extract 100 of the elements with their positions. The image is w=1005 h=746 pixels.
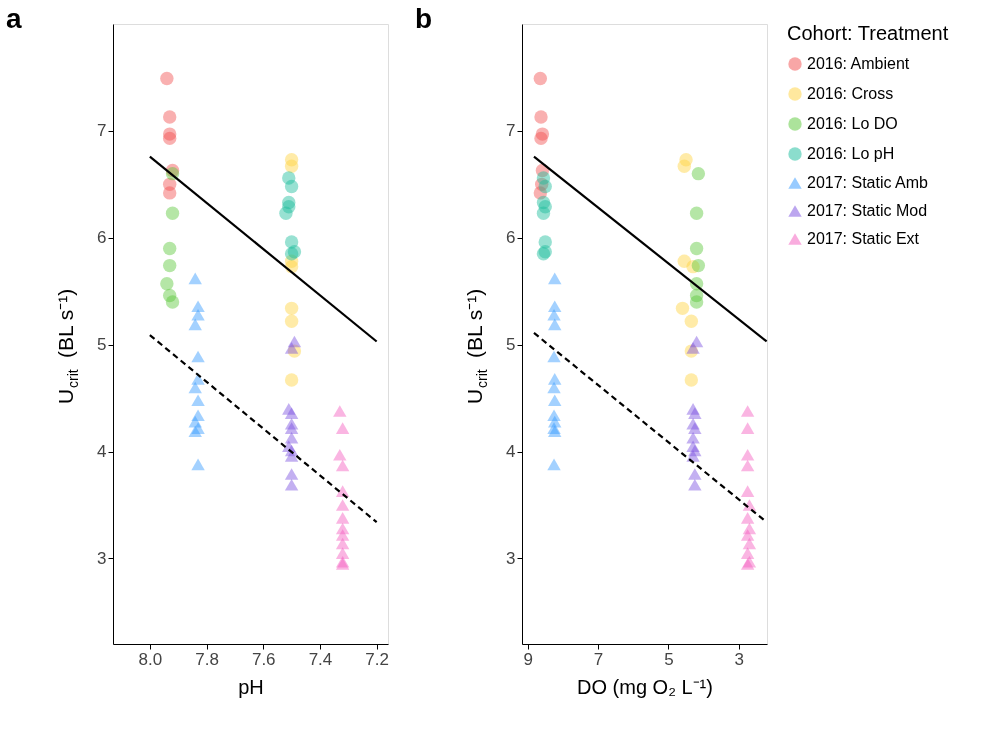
y-tick-label: 3: [97, 548, 107, 568]
point: [191, 350, 205, 363]
legend-label: 2016: Lo pH: [807, 145, 895, 162]
point: [162, 241, 177, 256]
point: [284, 342, 299, 354]
legend-label: 2016: Cross: [807, 85, 894, 102]
point: [191, 308, 205, 321]
point: [188, 272, 202, 285]
point: [284, 422, 299, 434]
legend-label: 2017: Static Ext: [807, 230, 920, 247]
point: [191, 394, 205, 407]
point: [686, 342, 700, 354]
point: [548, 300, 562, 313]
point: [534, 110, 548, 124]
legend-label: 2016: Lo DO: [807, 115, 898, 132]
point: [740, 529, 755, 541]
point: [547, 350, 561, 363]
point: [689, 206, 704, 220]
point: [188, 318, 202, 331]
y-tick-label: 6: [97, 228, 107, 248]
point: [284, 159, 299, 173]
x-axis-title: DO (mg O₂ L⁻¹): [577, 675, 713, 698]
point: [284, 431, 299, 444]
point: [548, 318, 562, 331]
point: [740, 512, 755, 524]
point: [335, 422, 350, 434]
legend-label: 2016: Ambient: [807, 55, 910, 72]
legend-label: 2017: Static Mod: [807, 202, 928, 219]
point: [335, 529, 350, 541]
point: [547, 458, 561, 471]
point: [284, 301, 299, 316]
y-tick-label: 6: [506, 228, 516, 248]
point: [335, 537, 350, 550]
x-tick-label: 7.4: [308, 649, 333, 669]
y-tick-label: 4: [97, 442, 107, 462]
point: [547, 381, 561, 394]
point: [547, 308, 561, 321]
point: [284, 314, 299, 328]
x-tick-label: 8.0: [138, 649, 163, 669]
point: [284, 179, 299, 194]
point: [188, 381, 202, 394]
point: [691, 166, 706, 181]
x-tick-label: 9: [523, 649, 533, 669]
point: [188, 425, 202, 438]
x-tick-label: 3: [734, 649, 745, 669]
chart-title: a: [6, 3, 22, 34]
point: [675, 301, 690, 316]
point: [677, 159, 691, 173]
point: [742, 537, 757, 550]
point: [536, 206, 551, 220]
point: [162, 110, 177, 124]
y-axis-title: Ucrit (BL s⁻¹): [463, 288, 490, 404]
point: [740, 448, 755, 461]
point: [534, 131, 548, 146]
point: [684, 373, 699, 387]
point: [284, 407, 299, 419]
point: [548, 425, 562, 438]
point: [284, 373, 299, 387]
point: [335, 499, 350, 511]
point: [548, 394, 562, 407]
point: [740, 485, 755, 497]
chart-title: b: [415, 3, 433, 34]
point: [162, 258, 177, 273]
point: [689, 241, 704, 256]
point: [335, 547, 350, 559]
x-tick-label: 7: [593, 649, 604, 669]
point: [691, 258, 706, 273]
y-tick-label: 5: [97, 335, 107, 355]
point: [740, 422, 755, 434]
y-tick-label: 5: [506, 335, 516, 355]
point: [160, 71, 174, 86]
point: [333, 405, 347, 417]
point: [689, 295, 704, 309]
x-axis-title: pH: [238, 675, 264, 698]
y-tick-label: 3: [506, 548, 516, 568]
point: [684, 314, 699, 328]
point: [160, 277, 174, 291]
point: [165, 295, 180, 309]
point: [688, 422, 702, 434]
point: [191, 458, 205, 471]
point: [548, 272, 562, 285]
legend-label: 2017: Static Amb: [807, 174, 929, 191]
point: [533, 71, 548, 86]
y-tick-label: 7: [506, 121, 516, 141]
point: [548, 373, 562, 385]
point: [688, 407, 702, 419]
x-tick-label: 5: [664, 649, 674, 669]
legend-title: Cohort: Treatment: [787, 22, 949, 44]
point: [335, 512, 350, 524]
point: [284, 450, 299, 462]
point: [162, 186, 177, 200]
y-tick-label: 7: [97, 121, 107, 141]
y-axis-title: Ucrit (BL s⁻¹): [54, 288, 81, 404]
point: [740, 547, 755, 559]
x-tick-label: 7.6: [251, 649, 276, 669]
point: [284, 478, 299, 491]
point: [688, 478, 702, 491]
point: [333, 448, 347, 461]
point: [284, 468, 299, 480]
point: [740, 405, 755, 417]
